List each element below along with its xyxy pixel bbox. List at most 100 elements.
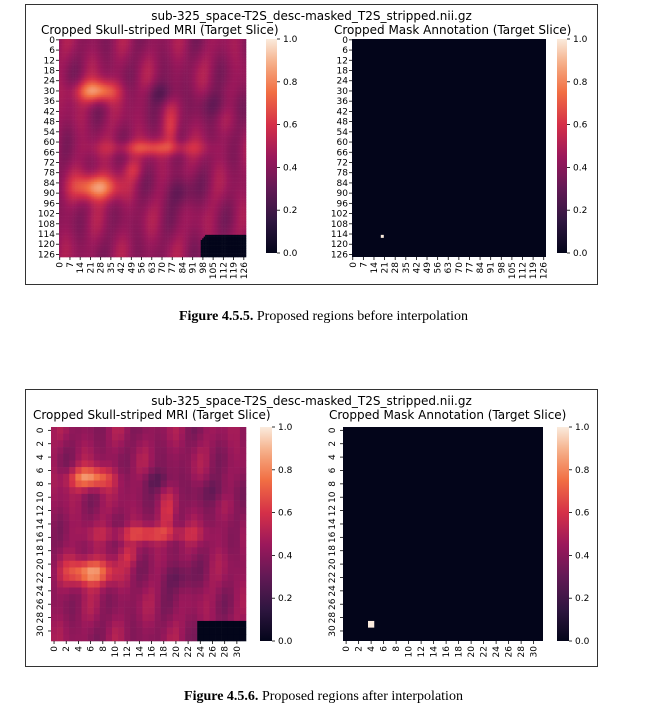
y-tick-label: 30	[36, 625, 46, 637]
x-tick-label: 56	[138, 262, 148, 274]
x-tick-label: 7	[66, 262, 76, 268]
y-tick-label: 72	[44, 158, 55, 168]
colorbar-tick-label: 0.8	[278, 466, 293, 476]
y-tick-label: 42	[44, 107, 55, 117]
y-tick-label: 42	[337, 107, 348, 117]
x-tick-label: 6	[87, 646, 97, 652]
y-tick-label: 12	[337, 56, 348, 66]
caption-text: Proposed regions before interpolation	[253, 309, 469, 324]
x-tick-label: 12	[123, 646, 133, 657]
y-tick-label: 16	[36, 531, 46, 543]
mask-subplot-title: Cropped Mask Annotation (Target Slice)	[329, 408, 567, 422]
y-tick-label: 102	[38, 210, 55, 220]
y-tick-label: 24	[337, 77, 349, 87]
y-tick-label: 78	[337, 169, 349, 179]
x-tick-label: 24	[492, 646, 502, 658]
y-tick-label: 20	[328, 558, 338, 570]
y-tick-label: 108	[38, 220, 55, 230]
colorbar-tick-label: 0.2	[283, 206, 297, 216]
y-tick-label: 18	[337, 67, 349, 77]
y-tick-label: 120	[38, 240, 55, 250]
x-tick-label: 20	[467, 646, 477, 658]
y-tick-label: 0	[36, 427, 46, 433]
x-tick-label: 98	[199, 262, 209, 274]
y-tick-label: 48	[44, 118, 56, 128]
y-tick-label: 20	[36, 558, 46, 570]
mask-subplot-title: Cropped Mask Annotation (Target Slice)	[334, 23, 572, 37]
figure-caption-after: Figure 4.5.6. Proposed regions after int…	[0, 689, 647, 705]
colorbar	[260, 427, 272, 641]
x-tick-label: 16	[148, 646, 158, 658]
y-tick-label: 90	[337, 189, 349, 199]
x-tick-label: 14	[135, 646, 145, 658]
colorbar-tick-label: 0.6	[278, 509, 293, 519]
colorbar-tick-label: 1.0	[575, 423, 590, 433]
y-tick-label: 60	[337, 138, 349, 148]
x-tick-label: 24	[196, 646, 206, 658]
caption-text: Proposed regions after interpolation	[258, 689, 463, 704]
colorbar-tick-label: 1.0	[573, 35, 588, 45]
x-tick-label: 42	[117, 262, 127, 273]
y-tick-label: 6	[328, 467, 338, 473]
y-tick-label: 96	[337, 199, 349, 209]
mask-point	[368, 620, 375, 628]
y-tick-label: 84	[44, 179, 56, 189]
x-tick-label: 8	[99, 646, 109, 652]
x-tick-label: 18	[160, 646, 170, 658]
x-tick-label: 28	[221, 646, 231, 658]
x-tick-label: 56	[434, 262, 444, 274]
y-tick-label: 0	[328, 427, 338, 433]
figure-plot-area: 0612182430364248546066727884909610210811…	[38, 35, 588, 279]
y-tick-label: 6	[342, 46, 348, 56]
heatmap-cells	[51, 427, 247, 642]
colorbar-tick-label: 0.4	[575, 551, 590, 561]
y-tick-label: 12	[36, 505, 46, 516]
x-tick-label: 70	[158, 262, 168, 274]
x-tick-label: 126	[540, 262, 550, 279]
colorbar	[557, 427, 569, 641]
colorbar-tick-label: 0.4	[278, 551, 293, 561]
y-tick-label: 24	[36, 585, 46, 597]
y-tick-label: 54	[337, 128, 349, 138]
x-tick-label: 30	[530, 646, 540, 658]
figure-panel-before: sub-325_space-T2S_desc-masked_T2S_stripp…	[25, 4, 598, 285]
figure-title: sub-325_space-T2S_desc-masked_T2S_stripp…	[151, 9, 472, 23]
x-tick-label: 49	[127, 262, 137, 274]
colorbar	[266, 39, 277, 253]
x-tick-label: 8	[392, 646, 402, 652]
x-tick-label: 0	[342, 646, 352, 652]
y-tick-label: 30	[44, 87, 56, 97]
x-tick-label: 2	[355, 646, 365, 652]
x-tick-label: 105	[209, 262, 219, 279]
y-tick-label: 10	[328, 491, 338, 503]
y-tick-label: 14	[328, 518, 338, 530]
y-tick-label: 10	[36, 491, 46, 503]
y-tick-label: 30	[328, 625, 338, 637]
heatmap-cells	[343, 427, 543, 641]
x-tick-label: 98	[497, 262, 507, 274]
x-tick-label: 0	[349, 262, 359, 268]
y-tick-label: 28	[36, 612, 46, 624]
x-tick-label: 4	[74, 646, 84, 652]
colorbar-tick-label: 0.0	[575, 637, 590, 647]
y-tick-label: 48	[337, 118, 349, 128]
x-tick-label: 63	[148, 262, 158, 273]
y-tick-label: 22	[328, 572, 338, 583]
x-tick-label: 28	[517, 646, 527, 658]
y-tick-label: 18	[328, 545, 338, 557]
y-tick-label: 114	[38, 230, 55, 240]
y-tick-label: 28	[328, 612, 338, 624]
x-tick-label: 119	[529, 262, 539, 279]
x-tick-label: 4	[367, 646, 377, 652]
colorbar-tick-label: 0.2	[573, 206, 587, 216]
x-tick-label: 112	[219, 262, 229, 279]
y-tick-label: 96	[44, 199, 56, 209]
heatmap-cells	[59, 39, 247, 258]
x-tick-label: 12	[417, 646, 427, 657]
y-tick-label: 22	[36, 572, 46, 583]
x-tick-label: 35	[402, 262, 412, 273]
colorbar-tick-label: 0.0	[278, 637, 293, 647]
colorbar-tick-label: 1.0	[278, 423, 293, 433]
y-tick-label: 26	[328, 598, 338, 610]
y-tick-label: 84	[337, 179, 349, 189]
